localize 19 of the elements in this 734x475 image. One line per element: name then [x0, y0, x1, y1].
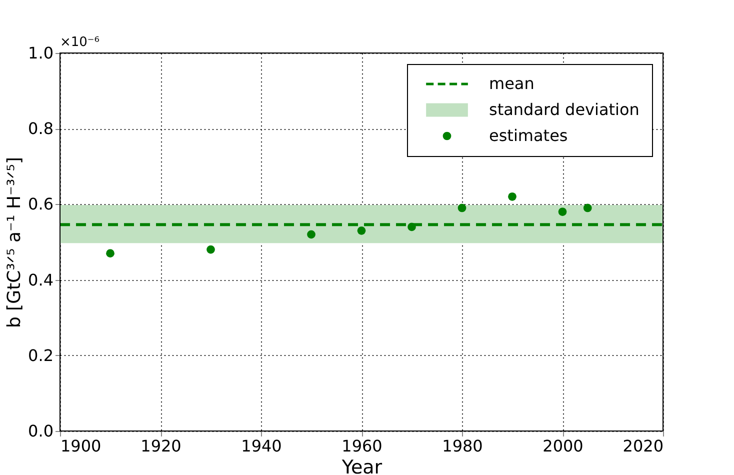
legend-label: estimates	[489, 126, 568, 145]
x-tick-label: 2020	[622, 436, 664, 456]
y-tick-label: 0.4	[28, 270, 54, 290]
y-tick-label: 0.8	[28, 119, 54, 138]
text: ×10⁻⁶	[60, 35, 100, 50]
y-axis-title: b [GtC³ᐟ⁵ a⁻¹ H⁻³ᐟ⁵]	[4, 156, 26, 328]
y-tick-label: 0.0	[28, 422, 54, 440]
y-tick-label: 0.2	[28, 346, 54, 365]
legend-label: mean	[489, 74, 534, 93]
x-tick-label: 1960	[342, 436, 382, 456]
x-tick-label: 1920	[140, 436, 182, 456]
x-tick-label: 1900	[60, 436, 102, 456]
x-tick-label: 2000	[542, 436, 584, 456]
legend-label: standard deviation	[489, 100, 640, 119]
y-tick-label: 1.0	[28, 44, 54, 62]
x-axis-title: Year	[340, 456, 382, 475]
x-tick-label: 1940	[241, 436, 282, 456]
y-tick-label: 0.6	[28, 194, 54, 214]
x-tick-label: 1980	[442, 436, 483, 456]
